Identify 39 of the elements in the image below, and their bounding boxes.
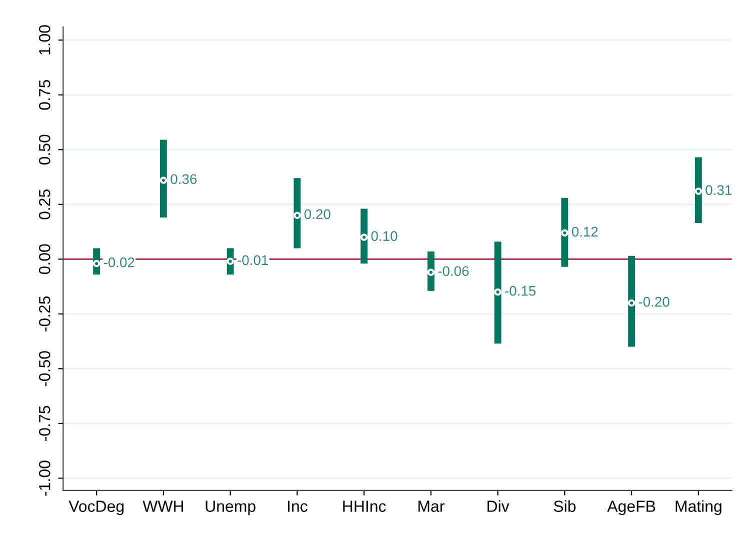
point [494, 288, 502, 296]
y-tick-label: -0.25 [38, 296, 50, 332]
point [160, 176, 168, 184]
x-tick-label: VocDeg [68, 500, 124, 516]
y-tick-label: -0.75 [38, 406, 50, 441]
data-label: 0.36 [170, 174, 197, 184]
point [694, 188, 702, 195]
y-tick-label: 0.50 [38, 134, 50, 165]
data-label: 0.31 [706, 185, 732, 195]
y-tick-label: 0.75 [38, 80, 50, 110]
x-tick-label: Mating [676, 500, 722, 516]
point [427, 268, 435, 276]
y-tick-label: -1.00 [38, 460, 50, 496]
point [561, 229, 568, 237]
y-tick-label: -0.50 [38, 351, 50, 386]
x-tick-label: Inc [288, 500, 308, 512]
data-label: 0.10 [371, 231, 398, 241]
data-label: -0.15 [505, 286, 536, 296]
data-label: 0.20 [304, 209, 330, 220]
x-tick-label: Unemp [206, 500, 256, 516]
x-tick-label: HHInc [343, 500, 386, 512]
y-tick-label: 1.00 [38, 25, 50, 54]
x-tick-label: Mar [418, 500, 444, 512]
data-label: 0.12 [572, 226, 598, 237]
x-tick-label: WWH [142, 500, 183, 512]
y-tick-label: 0.00 [38, 244, 50, 274]
y-tick-label: 0.25 [38, 190, 50, 220]
data-label: -0.01 [238, 255, 268, 266]
point [294, 212, 301, 219]
point [226, 258, 234, 265]
x-tick-label: Sib [554, 500, 576, 512]
x-tick-label: Div [488, 500, 510, 512]
data-label: -0.06 [438, 266, 469, 276]
point [628, 299, 636, 307]
point [92, 260, 100, 268]
x-tick-label: AgeFB [607, 500, 656, 516]
point [360, 234, 368, 241]
data-label: -0.02 [104, 257, 134, 268]
data-label: -0.20 [638, 296, 670, 307]
